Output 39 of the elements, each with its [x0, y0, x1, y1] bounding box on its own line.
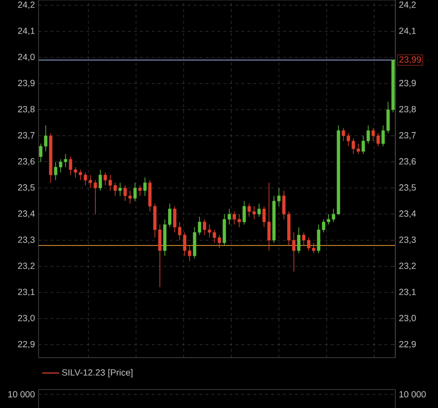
- y2-tick-label: 24,2: [399, 1, 416, 9]
- y2-tick-label: 23,2: [399, 262, 416, 270]
- ref-line-label: 23,99: [399, 56, 421, 64]
- y2-tick-label: 23,6: [399, 158, 416, 166]
- y-tick-label: 22,9: [18, 340, 35, 348]
- legend-label: SILV-12.23 [Price]: [62, 368, 132, 378]
- y-tick-label: 23,4: [18, 210, 35, 218]
- y-tick-label: 24,2: [18, 1, 35, 9]
- candlestick: [133, 182, 137, 202]
- y2-tick-label: 22,9: [399, 340, 416, 348]
- candlestick: [138, 184, 142, 196]
- y2-tick-label: 23,3: [399, 236, 416, 244]
- y-tick-label: 24,1: [18, 27, 35, 35]
- y2-tick-label: 23,8: [399, 106, 416, 114]
- text: 10 000: [8, 390, 35, 398]
- candlestick: [118, 182, 122, 196]
- y2-tick-label: 23,9: [399, 80, 416, 88]
- y-tick-label: 23,8: [18, 106, 35, 114]
- y-tick-label: 23,9: [18, 80, 35, 88]
- y-tick-label: 23,3: [18, 236, 35, 244]
- candlestick: [98, 169, 102, 191]
- y2-tick-label: 23,7: [399, 132, 416, 140]
- y2-tick-label: 24,1: [399, 27, 416, 35]
- candlestick: [257, 203, 261, 217]
- text: 10 000: [399, 390, 426, 398]
- y-tick-label: 23,5: [18, 184, 35, 192]
- y2-tick-label: 23,0: [399, 314, 416, 322]
- y2-tick-label: 23,5: [399, 184, 416, 192]
- candlestick: [242, 200, 246, 225]
- y-tick-label: 23,6: [18, 158, 35, 166]
- candlestick: [143, 177, 147, 196]
- y-tick-label: 23,0: [18, 314, 35, 322]
- y2-tick-label: 23,4: [399, 210, 416, 218]
- y-tick-label: 23,7: [18, 132, 35, 140]
- y2-tick-label: 23,1: [399, 288, 416, 296]
- y-tick-label: 24,0: [18, 54, 35, 61]
- y-tick-label: 23,2: [18, 262, 35, 270]
- y-tick-label: 23,1: [18, 288, 35, 296]
- candlestick: [297, 226, 300, 254]
